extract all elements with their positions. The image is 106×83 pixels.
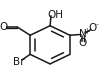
Text: +: + — [84, 27, 90, 36]
Text: O: O — [79, 38, 87, 48]
Text: O: O — [89, 23, 97, 33]
Text: ⁻: ⁻ — [95, 21, 99, 30]
Text: N: N — [79, 29, 87, 39]
Text: Br: Br — [13, 57, 24, 67]
Text: O: O — [0, 22, 8, 32]
Text: OH: OH — [48, 10, 64, 20]
